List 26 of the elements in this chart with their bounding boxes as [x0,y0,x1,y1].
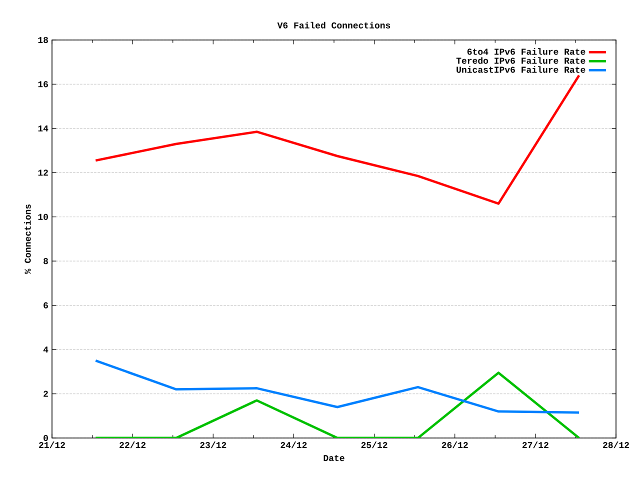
x-tick-label: 22/12 [120,442,146,448]
legend-label: UnicastIPv6 Failure Rate [456,66,586,73]
x-tick-label: 26/12 [442,442,468,448]
y-axis-title: % Connections [24,204,31,274]
x-tick-label: 27/12 [522,442,548,448]
x-tick-label: 25/12 [361,442,388,448]
x-tick-label: 28/12 [603,442,629,448]
y-tick-label: 12 [38,170,48,176]
line-series [94,359,580,414]
y-tick-label: 6 [44,302,48,308]
y-tick-label: 2 [44,390,48,397]
x-tick-label: 21/12 [39,442,65,448]
legend-label: 6to4 IPv6 Failure Rate [467,48,586,55]
y-tick-label: 16 [38,81,48,88]
chart-title: V6 Failed Connections [277,22,390,28]
x-tick-label: 24/12 [280,442,307,448]
y-tick-label: 18 [38,36,48,44]
y-tick-label: 8 [44,258,48,264]
line-series [94,74,580,205]
x-axis-title: Date [324,455,344,462]
y-tick-label: 0 [44,434,48,442]
y-tick-label: 4 [43,346,48,353]
y-tick-label: 10 [38,214,48,220]
y-tick-label: 14 [38,125,48,132]
x-tick-label: 23/12 [200,442,226,448]
legend-label: Teredo IPv6 Failure Rate [456,57,586,64]
